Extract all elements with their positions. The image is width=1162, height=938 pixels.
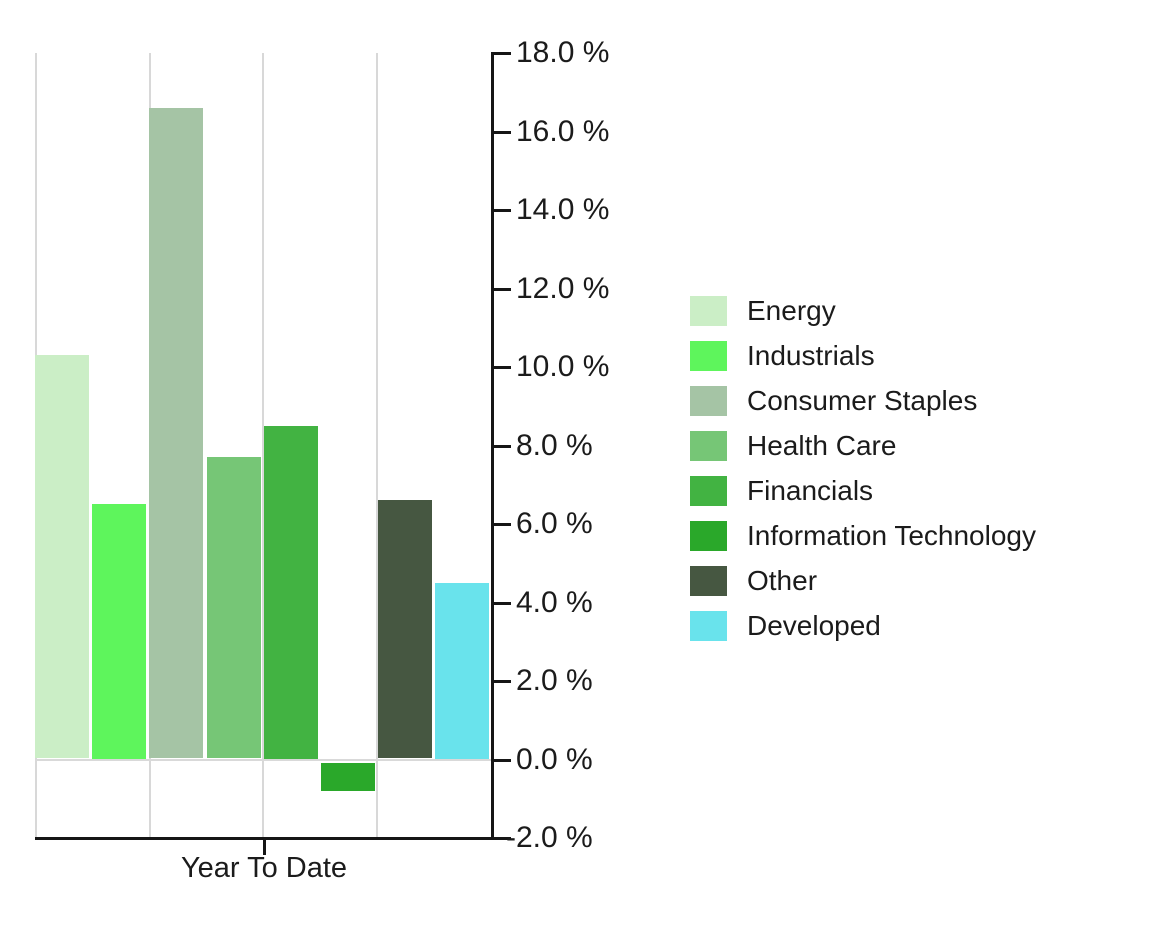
legend-item-industrials: Industrials: [690, 341, 1036, 371]
legend: Energy Industrials Consumer Staples Health …: [690, 296, 1036, 656]
legend-swatch: [690, 611, 727, 641]
y-axis-tick-label: -2.0 %: [506, 821, 593, 854]
legend-item-developed: Developed: [690, 611, 1036, 641]
zero-line: [35, 759, 493, 761]
y-axis-tick: [491, 523, 511, 526]
legend-label: Financials: [747, 475, 874, 506]
y-axis-tick: [491, 601, 511, 605]
y-axis-tick: [491, 287, 511, 291]
vertical-gridline: [262, 53, 264, 838]
y-axis-tick-label: 8.0 %: [516, 428, 593, 462]
y-axis-tick-label: 12.0 %: [516, 271, 610, 305]
legend-swatch: [690, 296, 727, 326]
legend-label: Industrials: [747, 340, 875, 371]
y-axis-tick: [491, 209, 511, 212]
legend-item-consumer-staples: Consumer Staples: [690, 386, 1036, 416]
plot-area: [35, 53, 493, 838]
legend-item-energy: Energy: [690, 296, 1036, 326]
legend-label: Other: [747, 565, 818, 596]
legend-swatch: [690, 521, 727, 551]
y-axis-tick: [491, 130, 511, 134]
y-axis-tick: [491, 366, 511, 369]
y-axis-tick: [491, 837, 511, 840]
bar-energy: [35, 355, 89, 759]
bar-financials: [263, 425, 318, 759]
legend-swatch: [690, 566, 727, 596]
y-axis-tick-label: 4.0 %: [516, 585, 593, 619]
legend-item-information-technology: Information Technology: [690, 521, 1036, 551]
legend-label: Health Care: [747, 430, 897, 461]
legend-swatch: [690, 341, 727, 371]
bar-industrials: [92, 504, 147, 759]
bar-other: [378, 500, 433, 759]
y-axis-tick-label: 2.0 %: [516, 664, 593, 697]
y-axis-tick-label: 14.0 %: [516, 193, 610, 226]
legend-swatch: [690, 431, 727, 461]
x-axis-label: Year To Date: [180, 852, 348, 884]
vertical-gridline: [375, 53, 378, 838]
bar-consumer-staples: [149, 107, 204, 759]
legend-item-financials: Financials: [690, 476, 1036, 506]
y-axis-tick-label: 10.0 %: [516, 350, 610, 383]
x-axis-tick: [263, 840, 266, 855]
y-axis-tick-label: 16.0 %: [516, 114, 610, 148]
y-axis-tick: [491, 758, 511, 762]
legend-label: Energy: [747, 295, 836, 326]
y-axis-tick-label: 18.0 %: [516, 36, 610, 69]
legend-swatch: [690, 386, 727, 416]
y-axis-tick: [491, 680, 511, 683]
y-axis-tick-label: 0.0 %: [516, 742, 593, 776]
y-axis-tick: [491, 444, 511, 448]
y-axis-tick-label: 6.0 %: [516, 507, 593, 540]
bar-developed: [435, 582, 490, 759]
legend-label: Developed: [747, 610, 881, 641]
legend-label: Consumer Staples: [747, 385, 978, 416]
y-axis-tick: [491, 52, 511, 55]
bar-information-technology: [321, 762, 375, 791]
legend-label: Information Technology: [747, 520, 1036, 551]
legend-item-other: Other: [690, 566, 1036, 596]
legend-item-health-care: Health Care: [690, 431, 1036, 461]
bar-health-care: [206, 457, 261, 759]
x-axis-line: [35, 837, 501, 840]
legend-swatch: [690, 476, 727, 506]
